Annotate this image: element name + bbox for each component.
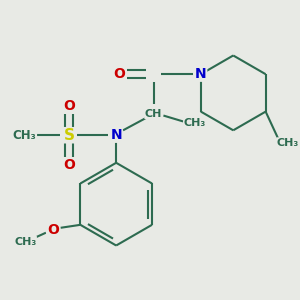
Text: S: S	[63, 128, 74, 143]
Text: N: N	[195, 67, 207, 81]
Text: O: O	[63, 99, 75, 113]
Text: CH: CH	[145, 109, 162, 118]
Text: CH₃: CH₃	[14, 237, 36, 247]
Text: CH₃: CH₃	[13, 129, 37, 142]
Text: O: O	[113, 67, 125, 81]
Text: CH₃: CH₃	[277, 138, 299, 148]
Text: O: O	[47, 223, 59, 237]
Text: CH₃: CH₃	[184, 118, 206, 128]
Text: N: N	[110, 128, 122, 142]
Text: O: O	[63, 158, 75, 172]
